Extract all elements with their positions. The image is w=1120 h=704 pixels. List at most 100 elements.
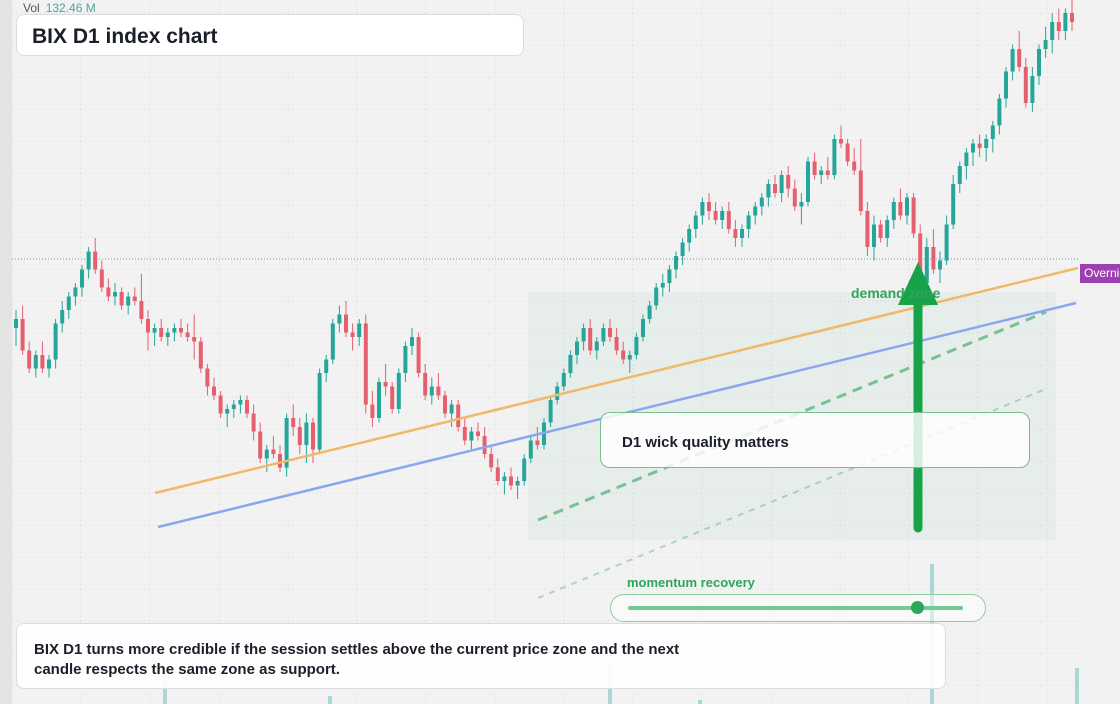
candle [938,251,942,283]
candle-body [1010,49,1015,72]
candle [594,337,599,360]
candle-body [680,242,685,256]
candle-body [33,355,38,369]
candle-body [344,314,348,333]
candle [423,364,428,400]
candle-body [456,404,461,427]
note-text: D1 wick quality matters [622,434,789,451]
volume-value: 132.46 M [45,1,96,15]
candle-body [938,260,942,270]
candle-body [1030,76,1035,103]
candle [819,166,824,184]
candle [1010,44,1015,81]
candle-body [515,481,520,486]
candle-body [753,206,758,216]
candle-body [330,323,335,360]
candle-body [865,211,870,247]
candle [687,224,692,252]
candle-body [997,98,1002,126]
candle [878,220,883,243]
left-edge-strip [0,0,12,704]
candle [535,427,540,450]
candle [667,265,672,292]
candle-body [647,305,652,319]
candle [212,377,216,400]
candle [773,175,777,198]
candle [865,202,870,256]
candle-body [396,373,401,409]
candle-body [555,386,560,400]
candle [509,467,513,490]
candle-body [377,382,381,418]
candle [165,328,170,346]
candle [258,422,263,463]
candle-body [469,431,474,441]
candle-body [324,359,329,373]
candle [990,121,995,153]
candle [951,175,956,229]
candle-body [205,368,210,387]
candle-body [528,440,533,459]
candle-body [416,337,421,373]
candle [113,283,117,306]
candle [456,400,461,432]
demand-zone-label: demand zone [851,285,941,301]
candle [185,323,190,342]
candle-body [198,341,203,369]
candle-body [1023,67,1028,103]
candle [647,301,652,324]
candle-body [898,202,903,216]
candle-body [66,296,71,310]
candle [575,337,579,364]
candle [357,319,362,346]
candle [905,193,909,225]
candle-body [971,143,975,153]
candle-body [502,476,507,481]
candle-body [476,431,480,436]
candle [627,350,632,373]
candle-body [1056,22,1061,31]
candle-body [489,454,494,468]
candle [324,355,329,382]
candle-body [126,296,131,306]
candle [416,332,421,378]
candle [693,211,698,238]
candle [179,319,183,337]
candle [152,323,157,346]
candle-body [297,427,302,445]
candle-body [984,139,989,148]
candle-body [568,355,573,373]
candle-body [957,166,962,184]
candle [106,278,111,301]
candle-body [152,328,157,333]
candle-body [139,301,144,319]
candle [746,211,751,238]
candle [476,422,480,441]
candle [852,148,857,175]
candle [33,350,38,378]
candle [825,157,830,180]
candle-body [403,346,408,373]
candle-body [845,143,850,162]
candle [264,445,269,472]
candle [311,418,315,463]
summary-text: BIX D1 turns more credible if the sessio… [34,641,680,678]
candle [641,314,645,342]
candle-body [27,350,32,369]
candle [205,364,210,396]
candle-body [990,125,995,139]
candle-body [878,224,883,238]
momentum-knob[interactable] [911,601,924,614]
candle-body [872,224,876,247]
candle-body [621,350,626,360]
candle [60,301,65,333]
candle [198,337,203,373]
current-price-tag: Overnight [1080,264,1120,283]
candle [495,458,500,486]
candle [931,229,936,274]
candle-body [977,143,982,148]
candle [707,193,711,220]
candle-body [852,161,857,171]
candle [390,382,395,414]
candle-body [667,269,672,283]
